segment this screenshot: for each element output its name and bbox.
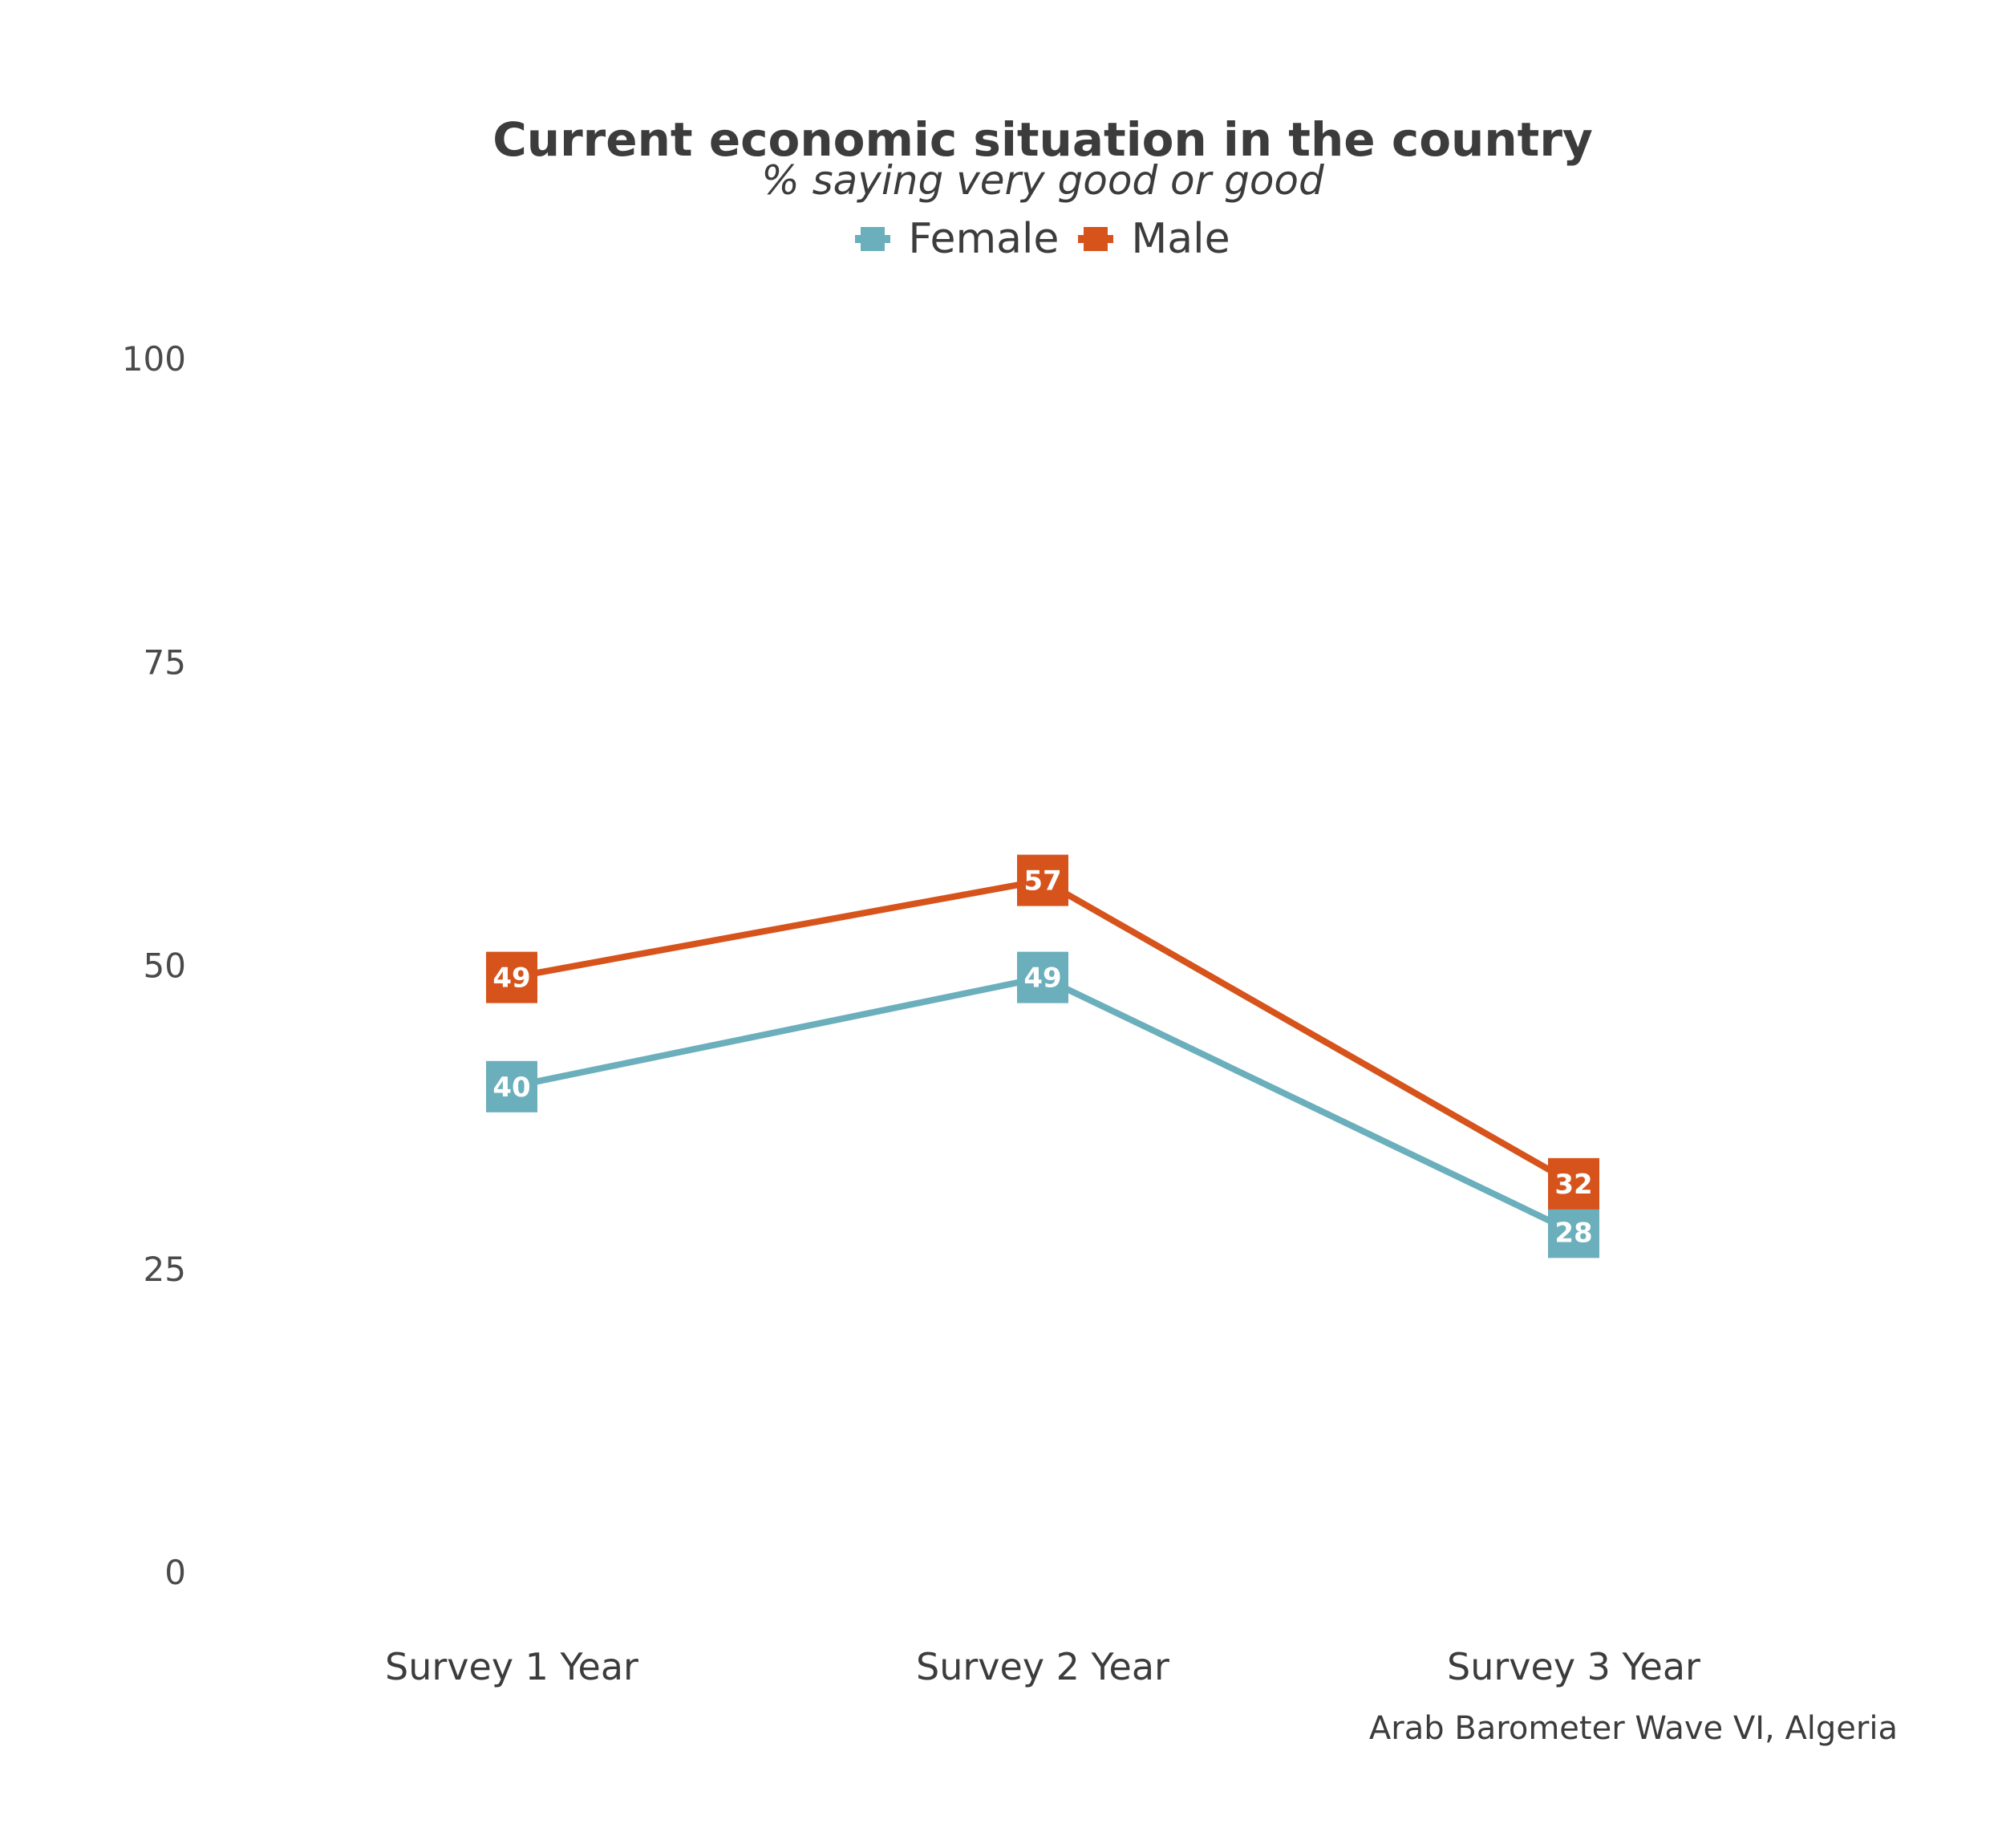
data-point-female bbox=[1017, 951, 1068, 1003]
data-label-male: 32 bbox=[1554, 1169, 1592, 1201]
legend-label-female: Female bbox=[908, 215, 1060, 263]
y-tick-label: 0 bbox=[164, 1553, 186, 1592]
data-point-female bbox=[1548, 1206, 1599, 1258]
chart-subtitle: % saying very good or good bbox=[761, 157, 1324, 204]
x-tick-label: Survey 3 Year bbox=[1447, 1645, 1700, 1688]
data-label-female: 49 bbox=[1023, 962, 1061, 995]
chart-title: Current economic situation in the countr… bbox=[492, 112, 1593, 167]
legend-item-female: Female bbox=[855, 215, 1059, 263]
data-point-male bbox=[486, 951, 537, 1003]
series-line-male bbox=[511, 877, 1575, 1187]
legend-key-male bbox=[1078, 225, 1114, 253]
legend-label-male: Male bbox=[1131, 215, 1230, 263]
legend-key-female bbox=[855, 225, 891, 253]
chart-caption: Arab Barometer Wave VI, Algeria bbox=[1368, 1710, 1898, 1747]
legend: Female Male bbox=[0, 215, 2002, 263]
y-tick-label: 50 bbox=[144, 946, 186, 986]
data-label-female: 40 bbox=[492, 1072, 530, 1104]
y-tick-label: 100 bbox=[122, 339, 186, 379]
data-label-female: 28 bbox=[1554, 1217, 1592, 1249]
data-point-male bbox=[1017, 854, 1068, 906]
series-line-female bbox=[511, 974, 1575, 1235]
x-tick-label: Survey 1 Year bbox=[385, 1645, 638, 1688]
y-tick-label: 25 bbox=[144, 1250, 186, 1289]
data-label-male: 57 bbox=[1023, 865, 1061, 898]
data-point-female bbox=[486, 1060, 537, 1112]
data-label-male: 49 bbox=[492, 962, 530, 995]
y-tick-label: 75 bbox=[144, 642, 186, 682]
legend-item-male: Male bbox=[1078, 215, 1230, 263]
data-point-male bbox=[1548, 1157, 1599, 1210]
x-tick-label: Survey 2 Year bbox=[916, 1645, 1169, 1688]
